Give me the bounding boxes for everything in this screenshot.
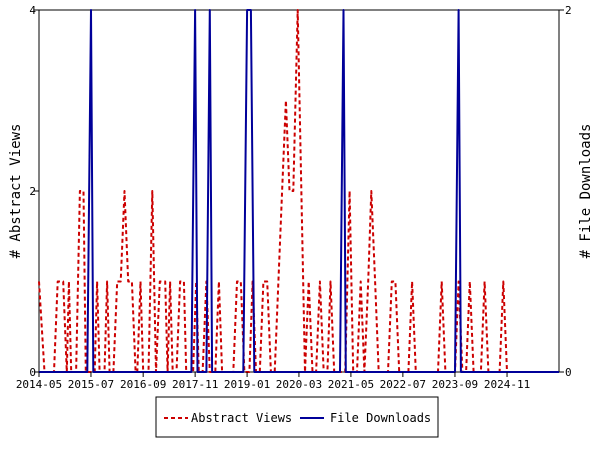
x-tick-label: 2022-07 (380, 378, 426, 391)
legend-label-abstract-views: Abstract Views (191, 411, 292, 425)
axis-layer: 2014-05 2015-07 2016-09 2017-11 2019-01 2020-… (16, 4, 572, 391)
y-left-tick-label: 2 (29, 185, 36, 198)
y-right-tick-label: 2 (565, 4, 572, 17)
x-tick-label: 2019-01 (224, 378, 270, 391)
x-tick-label: 2021-05 (328, 378, 374, 391)
y-axis-right-title: # File Downloads (578, 124, 594, 259)
y-left-tick-label: 4 (29, 4, 36, 17)
x-tick-label: 2015-07 (68, 378, 114, 391)
x-tick-label: 2024-11 (484, 378, 530, 391)
x-tick-label: 2016-09 (120, 378, 166, 391)
x-tick-label: 2017-11 (172, 378, 218, 391)
legend: Abstract Views File Downloads (155, 396, 439, 438)
legend-box (155, 396, 439, 438)
y-left-tick-label: 0 (29, 366, 36, 379)
series-line-file-downloads (39, 9, 559, 373)
y-axis-left-title: # Abstract Views (8, 124, 24, 259)
y-right-tick-label: 0 (565, 366, 572, 379)
x-tick-label: 2014-05 (16, 378, 62, 391)
series-layer (38, 9, 559, 373)
x-tick-label: 2023-09 (432, 378, 478, 391)
series-line-abstract-views (38, 9, 559, 373)
plot-frame (38, 9, 560, 373)
legend-label-file-downloads: File Downloads (330, 411, 431, 425)
x-tick-label: 2020-03 (276, 378, 322, 391)
